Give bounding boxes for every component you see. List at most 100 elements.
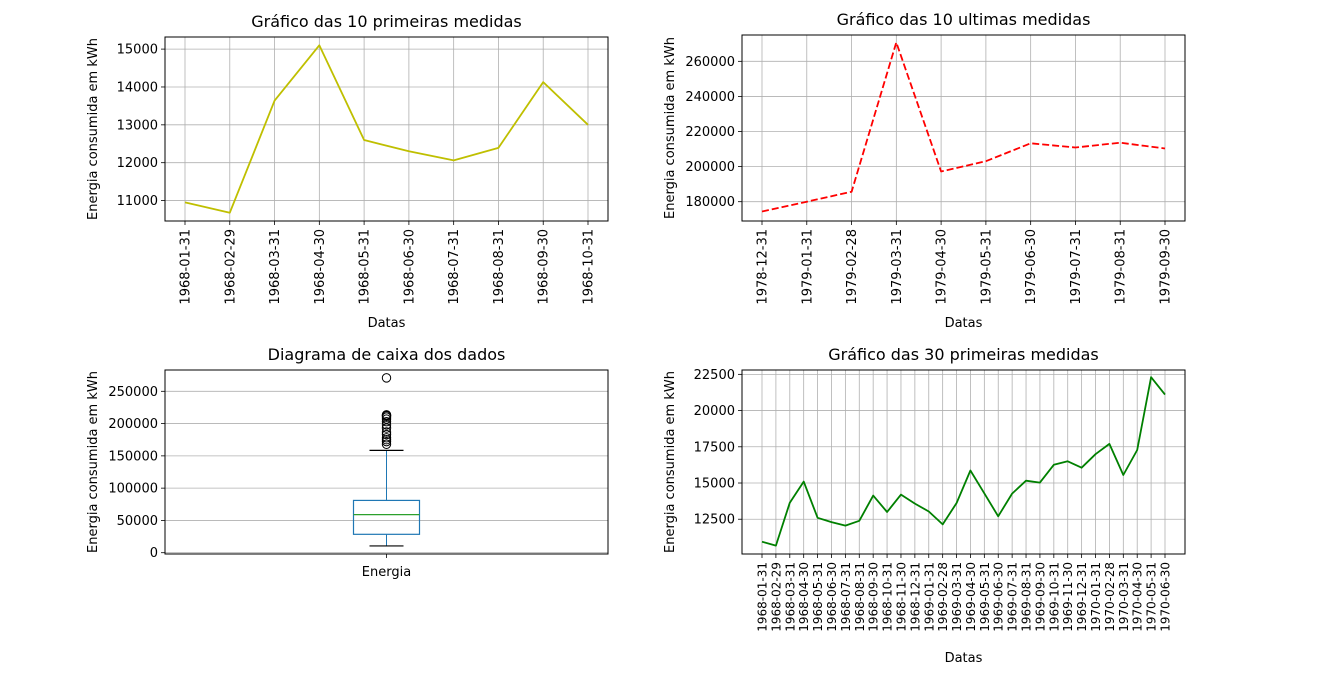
plot-frame [164, 36, 609, 222]
plot-frame [741, 34, 1186, 222]
y-tick-label: 20000 [694, 404, 735, 419]
y-tick-label: 17500 [694, 440, 735, 455]
series-line [761, 41, 1166, 213]
chart-title: Diagrama de caixa dos dados [268, 345, 506, 364]
x-tick-label: 1968-07-31 [839, 562, 853, 632]
x-tick-label: 1968-04-30 [797, 562, 811, 632]
y-tick-label: 14000 [117, 80, 158, 95]
x-tick-label: 1968-03-31 [783, 562, 797, 632]
x-tick-label: 1969-11-30 [1061, 562, 1075, 632]
chart-boxplot: Diagrama de caixa dos dados Energia consu… [86, 345, 609, 580]
outlier-point [381, 429, 392, 440]
x-tick-label: 1968-10-31 [881, 562, 895, 632]
outlier-point [381, 373, 392, 383]
y-tick-label: 250000 [108, 385, 158, 400]
chart-first-10-measures: Gráfico das 10 primeiras medidas Energia … [86, 12, 609, 331]
x-tick-label: 1970-02-28 [1103, 562, 1117, 632]
outlier-point [381, 427, 392, 437]
x-tick-label: 1969-03-31 [950, 562, 964, 632]
chart-first-30-measures: Gráfico das 30 primeiras medidas Energia … [663, 345, 1186, 666]
y-tick-label: 0 [150, 546, 158, 561]
x-tick-label: 1969-10-31 [1047, 562, 1061, 632]
outlier-point [381, 439, 392, 449]
y-tick-label: 200000 [108, 417, 158, 432]
x-tick-label: 1979-05-31 [979, 229, 994, 305]
y-tick-label: 15000 [117, 43, 158, 58]
x-tick-label: 1970-05-31 [1145, 562, 1159, 632]
x-axis-label: Datas [945, 651, 983, 666]
x-tick-label: 1968-04-30 [313, 229, 328, 305]
y-tick-label: 13000 [117, 118, 158, 133]
x-tick-label: 1979-06-30 [1024, 229, 1039, 305]
x-tick-label: Energia [362, 565, 411, 580]
x-tick-label: 1978-12-31 [756, 229, 771, 305]
y-tick-label: 240000 [685, 90, 735, 105]
x-tick-label: 1968-08-31 [853, 562, 867, 632]
x-tick-label: 1968-02-29 [223, 229, 238, 305]
x-tick-label: 1968-11-30 [894, 562, 908, 632]
x-tick-label: 1968-12-31 [908, 562, 922, 632]
x-tick-label: 1968-06-30 [825, 562, 839, 632]
x-tick-label: 1979-03-31 [890, 229, 905, 305]
y-tick-label: 11000 [117, 194, 158, 209]
y-axis-label: Energia consumida em kWh [663, 371, 678, 553]
plot-frame [164, 369, 609, 555]
y-tick-label: 200000 [685, 160, 735, 175]
y-tick-label: 100000 [108, 482, 158, 497]
x-tick-label: 1979-04-30 [935, 229, 950, 305]
x-tick-label: 1968-10-31 [582, 229, 597, 305]
chart-title: Gráfico das 10 ultimas medidas [837, 10, 1091, 29]
y-tick-label: 260000 [685, 55, 735, 70]
outlier-point [381, 423, 392, 433]
y-axis-label: Energia consumida em kWh [663, 37, 678, 219]
plot-frame [741, 369, 1186, 555]
series-line [184, 44, 589, 214]
x-tick-label: 1968-01-31 [179, 229, 194, 305]
x-tick-label: 1968-07-31 [447, 229, 462, 305]
x-tick-label: 1969-09-30 [1033, 562, 1047, 632]
y-tick-label: 15000 [694, 477, 735, 492]
x-tick-label: 1979-02-28 [845, 229, 860, 305]
outlier-point [381, 420, 392, 430]
x-axis-label: Datas [945, 316, 983, 331]
y-tick-label: 180000 [685, 195, 735, 210]
x-tick-label: 1970-04-30 [1131, 562, 1145, 632]
x-tick-label: 1970-03-31 [1117, 562, 1131, 632]
y-axis-label: Energia consumida em kWh [86, 38, 101, 220]
x-tick-label: 1968-05-31 [811, 562, 825, 632]
x-tick-label: 1968-09-30 [537, 229, 552, 305]
x-tick-label: 1968-08-31 [492, 229, 507, 305]
x-tick-label: 1969-06-30 [992, 562, 1006, 632]
x-tick-label: 1968-03-31 [268, 229, 283, 305]
x-tick-label: 1969-07-31 [1006, 562, 1020, 632]
x-tick-label: 1969-01-31 [922, 562, 936, 632]
x-tick-label: 1968-02-29 [769, 562, 783, 632]
x-tick-label: 1970-06-30 [1159, 562, 1173, 632]
y-tick-label: 22500 [694, 368, 735, 383]
chart-title: Gráfico das 30 primeiras medidas [828, 345, 1099, 364]
x-tick-label: 1969-05-31 [978, 562, 992, 632]
x-tick-label: 1970-01-31 [1089, 562, 1103, 632]
x-tick-label: 1979-09-30 [1159, 229, 1174, 305]
y-axis-label: Energia consumida em kWh [86, 371, 101, 553]
x-tick-label: 1979-01-31 [800, 229, 815, 305]
outlier-point [381, 433, 392, 443]
y-tick-label: 50000 [117, 514, 158, 529]
y-tick-label: 150000 [108, 449, 158, 464]
x-tick-label: 1969-12-31 [1075, 562, 1089, 632]
x-tick-label: 1969-04-30 [964, 562, 978, 632]
x-tick-label: 1979-08-31 [1114, 229, 1129, 305]
y-tick-label: 12000 [117, 156, 158, 171]
x-tick-label: 1968-01-31 [756, 562, 770, 632]
x-tick-label: 1969-02-28 [936, 562, 950, 632]
x-tick-label: 1969-08-31 [1020, 562, 1034, 632]
y-tick-label: 220000 [685, 125, 735, 140]
outlier-point [381, 416, 392, 427]
series-line [761, 376, 1166, 547]
x-tick-label: 1968-09-30 [867, 562, 881, 632]
chart-title: Gráfico das 10 primeiras medidas [251, 12, 522, 31]
x-tick-label: 1979-07-31 [1069, 229, 1084, 305]
box-iqr [352, 499, 421, 535]
chart-last-10-measures: Gráfico das 10 ultimas medidas Energia co… [663, 10, 1186, 331]
